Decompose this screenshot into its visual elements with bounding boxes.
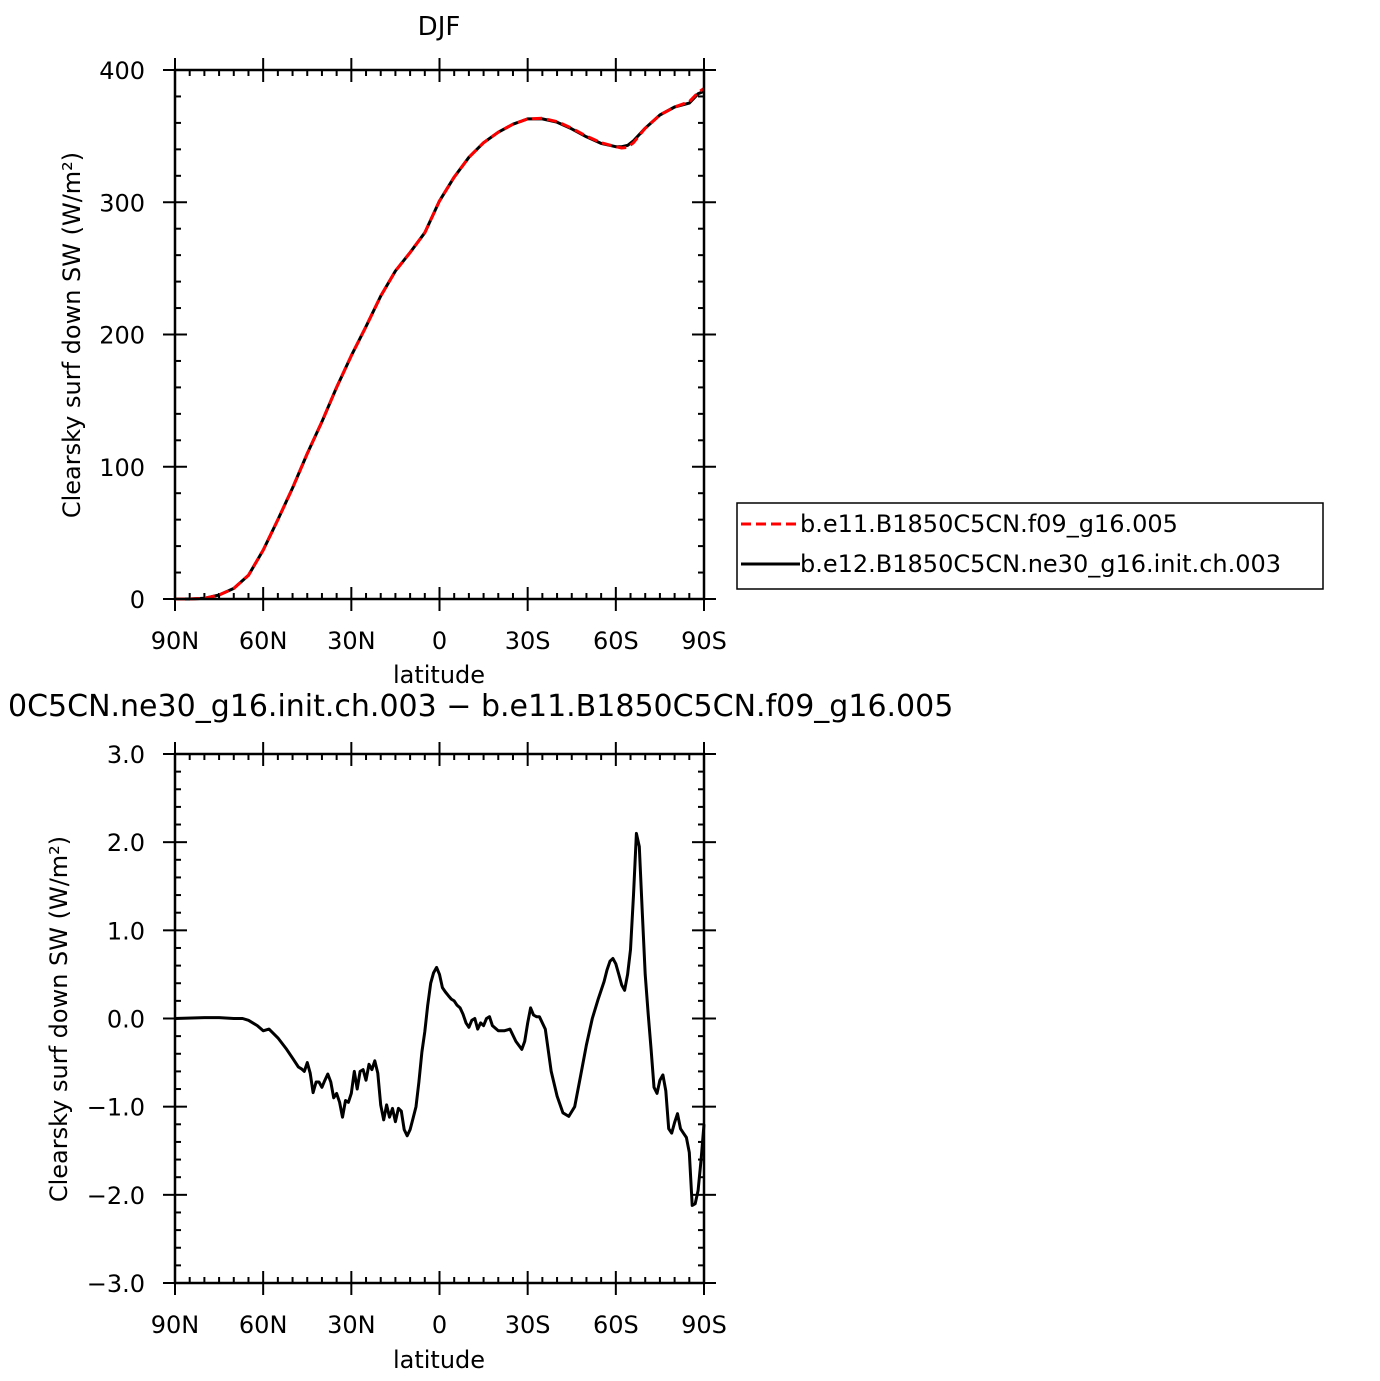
x-tick-label: 60N (239, 627, 288, 655)
y-tick-label: 100 (99, 454, 145, 482)
top-chart-x-axis-label: latitude (393, 661, 485, 689)
y-tick-label: −1.0 (87, 1094, 145, 1122)
y-tick-label: −2.0 (87, 1182, 145, 1210)
x-tick-label: 0 (432, 1311, 447, 1339)
top-chart-y-axis-label: Clearsky surf down SW (W/m²) (58, 152, 86, 518)
bottom-chart-title: 0C5CN.ne30_g16.init.ch.003 − b.e11.B1850… (8, 689, 953, 724)
y-tick-label: 200 (99, 322, 145, 350)
x-tick-label: 60S (593, 627, 639, 655)
x-tick-label: 30S (505, 1311, 551, 1339)
y-tick-label: 2.0 (107, 829, 145, 857)
x-tick-label: 90S (681, 1311, 727, 1339)
legend-label-1: b.e11.B1850C5CN.f09_g16.005 (800, 510, 1178, 538)
x-tick-label: 30N (327, 627, 376, 655)
legend-box (736, 502, 1324, 590)
top-chart: DJF Clearsky surf down SW (W/m²) latitud… (58, 12, 727, 689)
top-chart-plot-frame (173, 68, 706, 601)
bottom-chart-x-axis-label: latitude (393, 1346, 485, 1374)
top-series-line-1 (175, 89, 705, 601)
legend-label-2: b.e12.B1850C5CN.ne30_g16.init.ch.003 (800, 550, 1281, 578)
y-tick-label: 0.0 (107, 1006, 145, 1034)
y-tick-label: 0 (130, 586, 145, 614)
y-tick-label: 3.0 (107, 741, 145, 769)
x-tick-label: 90N (151, 627, 200, 655)
bottom-chart-y-axis-label: Clearsky surf down SW (W/m²) (45, 836, 73, 1202)
bottom-series-line-0 (174, 831, 706, 1207)
x-tick-label: 90S (681, 627, 727, 655)
x-tick-label: 90N (151, 1311, 200, 1339)
bottom-chart: 0C5CN.ne30_g16.init.ch.003 − b.e11.B1850… (8, 689, 953, 1374)
x-tick-label: 30S (505, 627, 551, 655)
y-tick-label: −3.0 (87, 1270, 145, 1298)
y-tick-label: 400 (99, 57, 145, 85)
x-tick-label: 60S (593, 1311, 639, 1339)
legend: b.e11.B1850C5CN.f09_g16.005 b.e12.B1850C… (736, 502, 1324, 590)
x-tick-label: 0 (432, 627, 447, 655)
x-tick-label: 60N (239, 1311, 288, 1339)
x-tick-label: 30N (327, 1311, 376, 1339)
top-chart-title: DJF (418, 12, 461, 42)
top-series-line-0 (175, 87, 705, 601)
bottom-chart-plot-frame (173, 752, 706, 1285)
y-tick-label: 300 (99, 189, 145, 217)
y-tick-label: 1.0 (107, 917, 145, 945)
